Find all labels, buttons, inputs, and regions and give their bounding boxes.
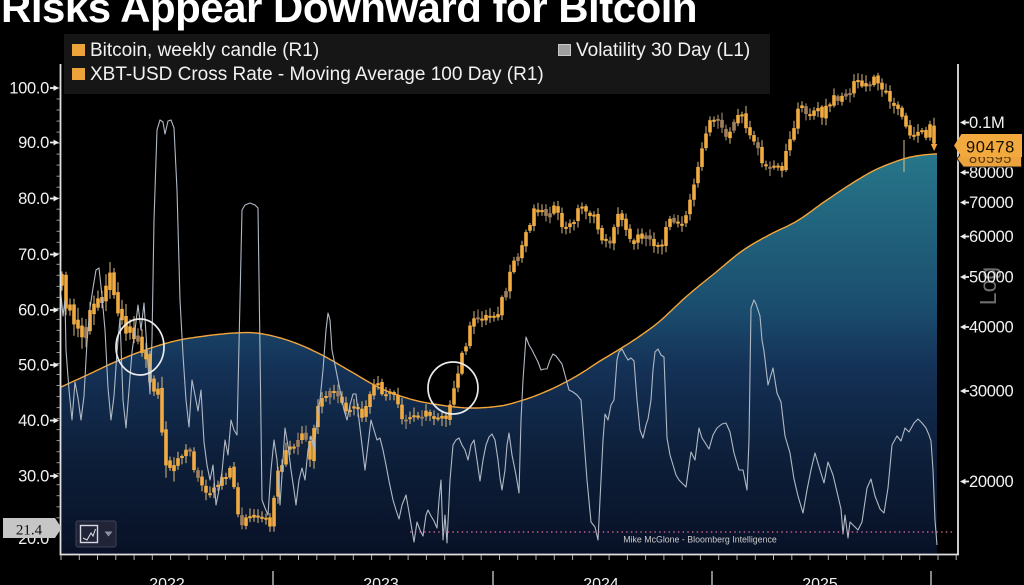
svg-text:90.0: 90.0: [18, 134, 49, 152]
svg-text:Log: Log: [975, 267, 1001, 305]
svg-text:50.0: 50.0: [18, 357, 49, 375]
svg-text:30000: 30000: [969, 383, 1014, 401]
svg-text:100.0: 100.0: [9, 80, 49, 98]
svg-text:80000: 80000: [969, 164, 1014, 182]
svg-text:40.0: 40.0: [18, 412, 49, 430]
svg-text:2024: 2024: [583, 576, 619, 585]
svg-text:60000: 60000: [969, 228, 1014, 246]
svg-text:80.0: 80.0: [18, 190, 49, 208]
svg-text:Mike McGlone - Bloomberg Intel: Mike McGlone - Bloomberg Intelligence: [623, 535, 777, 545]
svg-text:2022: 2022: [149, 576, 185, 585]
svg-text:70.0: 70.0: [18, 246, 49, 264]
svg-text:2025: 2025: [802, 576, 838, 585]
svg-text:70000: 70000: [969, 194, 1014, 212]
svg-text:0.1M: 0.1M: [969, 114, 1004, 132]
svg-text:50000: 50000: [969, 269, 1014, 287]
svg-text:40000: 40000: [969, 319, 1014, 337]
svg-text:20000: 20000: [969, 473, 1014, 491]
svg-text:60.0: 60.0: [18, 302, 49, 320]
svg-text:2023: 2023: [363, 576, 399, 585]
svg-text:21.4: 21.4: [16, 523, 43, 539]
svg-text:90478: 90478: [966, 139, 1015, 157]
svg-text:30.0: 30.0: [18, 468, 49, 486]
